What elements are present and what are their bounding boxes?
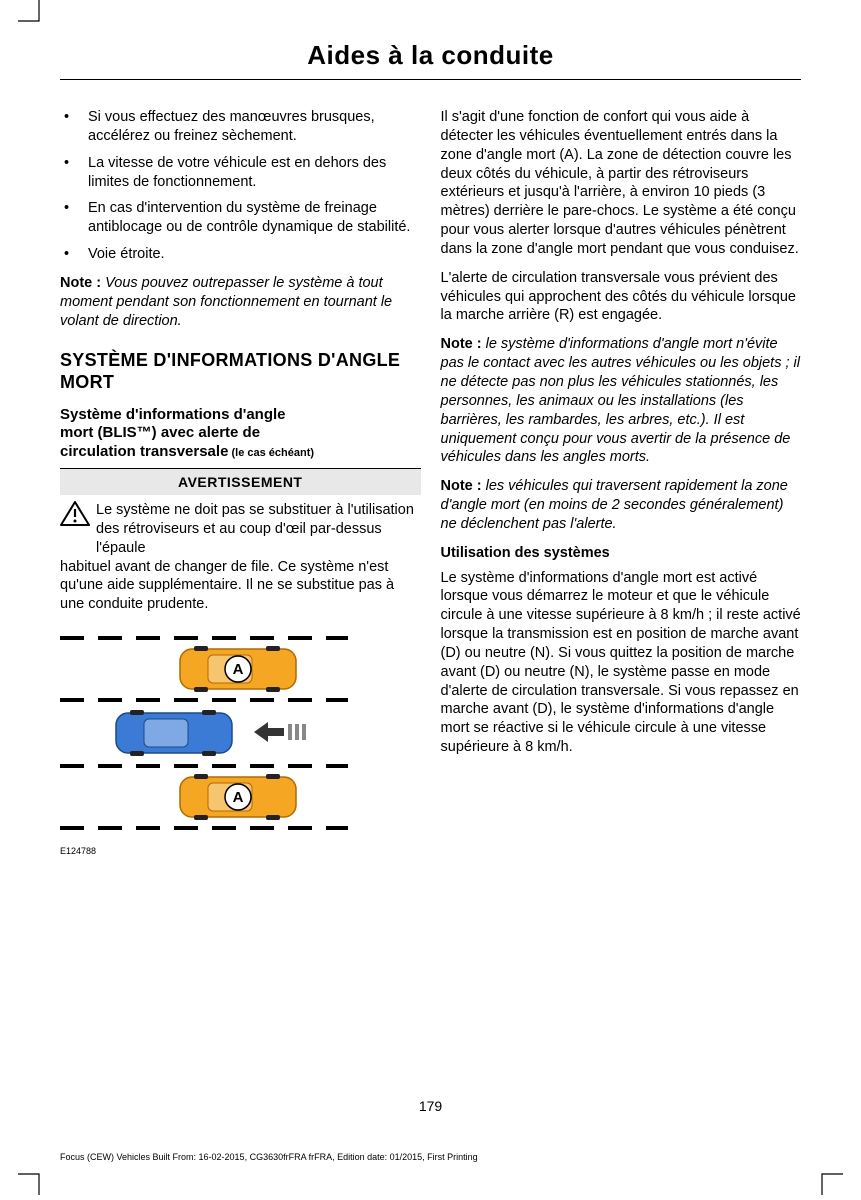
section-heading: SYSTÈME D'INFORMATIONS D'ANGLE MORT: [60, 350, 421, 393]
note-body: les véhicules qui traversent rapidement …: [441, 478, 788, 532]
crop-mark-tl: [18, 0, 40, 27]
right-column: Il s'agit d'une fonction de confort qui …: [441, 108, 802, 858]
diagram-reference: E124788: [60, 846, 421, 858]
paragraph: L'alerte de circulation transversale vou…: [441, 269, 802, 326]
note-label: Note :: [441, 478, 482, 494]
bullet-list: •Si vous effectuez des manœuvres brusque…: [60, 108, 421, 264]
page-number: 179: [0, 1098, 861, 1114]
paragraph: Il s'agit d'une fonction de confort qui …: [441, 108, 802, 259]
subsection-paren: (le cas échéant): [228, 447, 314, 459]
title-rule: [60, 79, 801, 80]
content-columns: •Si vous effectuez des manœuvres brusque…: [60, 108, 801, 858]
warning-icon: [60, 501, 96, 558]
list-item: •Voie étroite.: [60, 245, 421, 264]
list-item: •La vitesse de votre véhicule est en deh…: [60, 154, 421, 192]
note-label: Note :: [60, 275, 101, 291]
bullet-dot: •: [60, 199, 88, 237]
blis-diagram: A A E124788: [60, 624, 421, 858]
warning-title-bar: AVERTISSEMENT: [60, 468, 421, 495]
warning-first-lines: Le système ne doit pas se substituer à l…: [96, 501, 421, 558]
bullet-text: Si vous effectuez des manœuvres brusques…: [88, 108, 421, 146]
bullet-text: La vitesse de votre véhicule est en deho…: [88, 154, 421, 192]
note-paragraph: Note : le système d'informations d'angle…: [441, 335, 802, 467]
svg-text:A: A: [233, 789, 244, 806]
note-body: le système d'informations d'angle mort n…: [441, 336, 800, 465]
subsection-heading: Système d'informations d'angle mort (BLI…: [60, 406, 421, 462]
subsection-line: mort (BLIS™) avec alerte de: [60, 424, 260, 441]
crop-mark-bl: [18, 1173, 40, 1200]
h4-heading: Utilisation des systèmes: [441, 544, 802, 563]
list-item: •Si vous effectuez des manœuvres brusque…: [60, 108, 421, 146]
warning-rest: habituel avant de changer de file. Ce sy…: [60, 558, 421, 615]
note-label: Note :: [441, 336, 482, 352]
footer-text: Focus (CEW) Vehicles Built From: 16-02-2…: [60, 1152, 478, 1162]
subsection-line: circulation transversale: [60, 443, 228, 460]
page-title: Aides à la conduite: [60, 40, 801, 71]
warning-block: Le système ne doit pas se substituer à l…: [60, 501, 421, 558]
note-paragraph: Note : les véhicules qui traversent rapi…: [441, 477, 802, 534]
svg-text:A: A: [233, 661, 244, 678]
paragraph: Le système d'informations d'angle mort e…: [441, 569, 802, 757]
bullet-text: En cas d'intervention du système de frei…: [88, 199, 421, 237]
bullet-dot: •: [60, 108, 88, 146]
note-body: Vous pouvez outrepasser le système à tou…: [60, 275, 392, 329]
crop-mark-br: [821, 1173, 843, 1200]
subsection-line: Système d'informations d'angle: [60, 406, 286, 423]
left-column: •Si vous effectuez des manœuvres brusque…: [60, 108, 421, 858]
note-paragraph: Note : Vous pouvez outrepasser le systèm…: [60, 274, 421, 331]
bullet-text: Voie étroite.: [88, 245, 421, 264]
bullet-dot: •: [60, 245, 88, 264]
bullet-dot: •: [60, 154, 88, 192]
list-item: •En cas d'intervention du système de fre…: [60, 199, 421, 237]
